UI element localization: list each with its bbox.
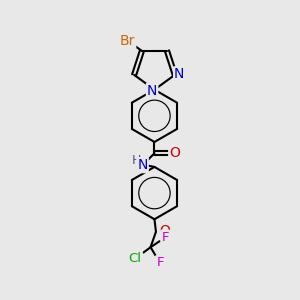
Text: Br: Br — [120, 34, 135, 47]
Text: Cl: Cl — [129, 252, 142, 265]
Text: O: O — [159, 224, 170, 238]
Text: N: N — [147, 84, 157, 98]
Text: N: N — [137, 158, 148, 172]
Text: F: F — [162, 231, 169, 244]
Text: N: N — [174, 67, 184, 81]
Text: O: O — [169, 146, 180, 160]
Text: H: H — [132, 154, 141, 167]
Text: F: F — [156, 256, 164, 269]
